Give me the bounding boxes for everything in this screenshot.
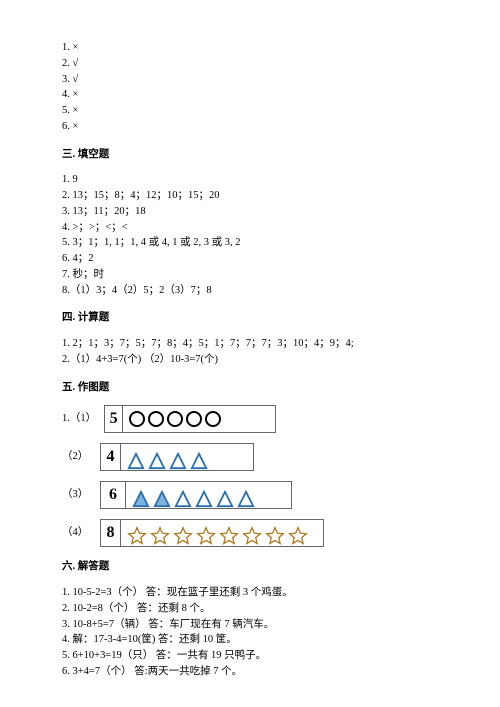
fill-item: 2. 13；15；8；4；12；10；15；20 xyxy=(62,188,438,204)
diagram-number: 6 xyxy=(101,482,126,508)
diagram-shapes xyxy=(121,444,253,470)
triangle-icon xyxy=(153,490,171,508)
circle-icon xyxy=(129,411,145,427)
diagram-box: 6 xyxy=(100,481,292,509)
triangle-icon xyxy=(174,490,192,508)
diagram-index: （3） xyxy=(62,487,92,503)
triangle-icon xyxy=(195,490,213,508)
answer-item: 5. 6+10+3=19（只） 答：一共有 19 只鸭子。 xyxy=(62,648,438,664)
circle-icon xyxy=(167,411,183,427)
answer-item: 1. 10-5-2=3（个） 答：现在篮子里还剩 3 个鸡蛋。 xyxy=(62,585,438,601)
fill-list: 1. 9 2. 13；15；8；4；12；10；15；20 3. 13；11；2… xyxy=(62,172,438,298)
section-title-fill: 三. 填空题 xyxy=(62,147,438,163)
section-title-answer: 六. 解答题 xyxy=(62,559,438,575)
answer-item: 4. 解：17-3-4=10(筐) 答：还剩 10 筐。 xyxy=(62,632,438,648)
diagram-row: 1.（1） 5 xyxy=(62,405,438,433)
judge-item: 2. √ xyxy=(62,56,438,72)
fill-item: 4. >；>；<；< xyxy=(62,220,438,236)
answer-item: 3. 10-8+5=7（辆） 答：车厂现在有 7 辆汽车。 xyxy=(62,617,438,633)
triangle-icon xyxy=(190,452,208,470)
judge-item: 3. √ xyxy=(62,72,438,88)
judge-list: 1. × 2. √ 3. √ 4. × 5. × 6. × xyxy=(62,40,438,135)
section-title-calc: 四. 计算题 xyxy=(62,310,438,326)
diagram-shapes xyxy=(121,520,323,546)
judge-item: 5. × xyxy=(62,103,438,119)
section-title-draw: 五. 作图题 xyxy=(62,380,438,396)
answer-item: 2. 10-2=8（个） 答：还剩 8 个。 xyxy=(62,601,438,617)
star-icon xyxy=(242,526,262,546)
triangle-icon xyxy=(169,452,187,470)
star-icon xyxy=(219,526,239,546)
diagram-list: 1.（1） 5 （2） 4 （3） 6 （4） 8 xyxy=(62,405,438,547)
diagram-number: 5 xyxy=(105,406,123,432)
diagram-box: 4 xyxy=(100,443,254,471)
triangle-icon xyxy=(216,490,234,508)
fill-item: 3. 13；11；20；18 xyxy=(62,204,438,220)
fill-item: 8.（1）3；4（2）5；2（3）7；8 xyxy=(62,283,438,299)
answer-list: 1. 10-5-2=3（个） 答：现在篮子里还剩 3 个鸡蛋。 2. 10-2=… xyxy=(62,585,438,680)
star-icon xyxy=(173,526,193,546)
circle-icon xyxy=(205,411,221,427)
star-icon xyxy=(265,526,285,546)
fill-item: 5. 3；1；1, 1；1, 4 或 4, 1 或 2, 3 或 3, 2 xyxy=(62,235,438,251)
diagram-box: 5 xyxy=(104,405,276,433)
triangle-icon xyxy=(237,490,255,508)
diagram-row: （3） 6 xyxy=(62,481,438,509)
star-icon xyxy=(127,526,147,546)
triangle-icon xyxy=(132,490,150,508)
triangle-icon xyxy=(148,452,166,470)
circle-icon xyxy=(148,411,164,427)
judge-item: 1. × xyxy=(62,40,438,56)
diagram-shapes xyxy=(123,406,275,432)
fill-item: 7. 秒；时 xyxy=(62,267,438,283)
circle-icon xyxy=(186,411,202,427)
calc-item: 2.（1）4+3=7(个) （2）10-3=7(个) xyxy=(62,352,438,368)
diagram-shapes xyxy=(126,482,288,508)
judge-item: 4. × xyxy=(62,87,438,103)
triangle-icon xyxy=(127,452,145,470)
calc-item: 1. 2；1；3；7；5；7；8；4；5；1；7；7；7；3；10；4；9；4; xyxy=(62,336,438,352)
star-icon xyxy=(150,526,170,546)
diagram-row: （2） 4 xyxy=(62,443,438,471)
judge-item: 6. × xyxy=(62,119,438,135)
star-icon xyxy=(196,526,216,546)
fill-item: 6. 4；2 xyxy=(62,251,438,267)
diagram-box: 8 xyxy=(100,519,324,547)
star-icon xyxy=(288,526,308,546)
fill-item: 1. 9 xyxy=(62,172,438,188)
diagram-index: 1.（1） xyxy=(62,411,96,427)
calc-list: 1. 2；1；3；7；5；7；8；4；5；1；7；7；7；3；10；4；9；4;… xyxy=(62,336,438,368)
diagram-number: 4 xyxy=(101,444,121,470)
diagram-index: （2） xyxy=(62,449,92,465)
diagram-row: （4） 8 xyxy=(62,519,438,547)
diagram-index: （4） xyxy=(62,525,92,541)
diagram-number: 8 xyxy=(101,520,121,546)
answer-item: 6. 3+4=7（个） 答:两天一共吃掉 7 个。 xyxy=(62,664,438,680)
